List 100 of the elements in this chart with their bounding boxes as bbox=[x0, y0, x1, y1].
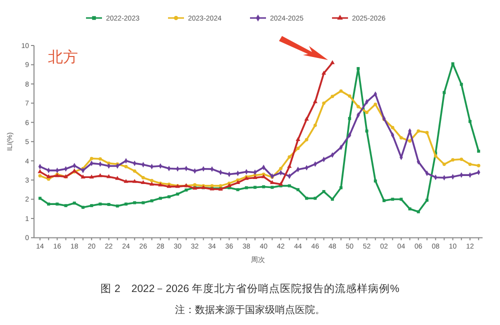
point bbox=[365, 130, 368, 133]
point bbox=[80, 174, 86, 178]
point bbox=[89, 174, 94, 178]
point bbox=[133, 201, 136, 204]
point bbox=[374, 180, 377, 182]
point bbox=[460, 158, 464, 161]
point bbox=[314, 124, 317, 127]
point bbox=[98, 173, 102, 178]
point bbox=[322, 70, 326, 75]
point bbox=[176, 192, 180, 196]
point bbox=[442, 91, 446, 94]
point bbox=[158, 196, 162, 200]
point bbox=[124, 202, 128, 206]
point bbox=[168, 195, 170, 198]
point bbox=[416, 210, 420, 214]
point bbox=[150, 182, 154, 186]
point bbox=[142, 201, 145, 204]
point bbox=[390, 126, 394, 130]
point bbox=[56, 202, 59, 206]
point bbox=[348, 94, 352, 98]
point bbox=[408, 207, 412, 210]
point bbox=[330, 94, 334, 98]
point bbox=[348, 117, 352, 120]
point bbox=[322, 101, 326, 105]
point bbox=[442, 162, 446, 166]
point bbox=[132, 178, 137, 183]
point bbox=[374, 102, 378, 106]
point bbox=[124, 178, 128, 183]
point bbox=[254, 186, 256, 189]
point bbox=[142, 176, 145, 180]
point bbox=[304, 138, 308, 142]
point bbox=[270, 180, 274, 184]
point bbox=[46, 174, 51, 178]
point bbox=[400, 198, 403, 201]
point bbox=[312, 99, 318, 104]
point bbox=[38, 169, 42, 174]
point bbox=[451, 158, 454, 162]
point bbox=[296, 137, 300, 141]
point bbox=[304, 116, 309, 121]
point bbox=[107, 202, 110, 206]
point bbox=[244, 186, 248, 190]
point bbox=[287, 164, 292, 168]
point bbox=[116, 204, 119, 208]
point bbox=[408, 139, 412, 143]
point bbox=[322, 190, 326, 194]
point bbox=[47, 202, 50, 206]
point bbox=[210, 184, 214, 188]
point bbox=[356, 104, 360, 108]
point bbox=[339, 89, 343, 93]
point bbox=[279, 166, 282, 170]
point bbox=[305, 196, 308, 200]
point bbox=[425, 130, 429, 134]
point bbox=[296, 146, 300, 150]
point bbox=[98, 157, 102, 161]
point bbox=[98, 202, 102, 206]
point bbox=[460, 82, 463, 86]
point bbox=[140, 180, 146, 184]
point bbox=[262, 185, 266, 188]
point bbox=[90, 204, 94, 208]
point bbox=[468, 162, 472, 166]
point bbox=[150, 178, 154, 182]
point bbox=[236, 188, 240, 192]
point bbox=[270, 186, 274, 189]
point bbox=[476, 164, 480, 168]
point bbox=[38, 196, 42, 200]
point bbox=[82, 206, 84, 209]
point bbox=[477, 150, 480, 153]
point bbox=[150, 199, 154, 202]
text: 图 2 2022－2026 年度北方省份哨点医院报告的流感样病例% bbox=[100, 282, 400, 295]
point bbox=[451, 62, 454, 66]
point bbox=[416, 129, 420, 133]
point bbox=[400, 136, 403, 140]
point bbox=[38, 174, 42, 178]
point bbox=[184, 188, 188, 192]
point bbox=[124, 164, 128, 168]
point bbox=[340, 186, 342, 190]
point bbox=[356, 67, 360, 70]
point bbox=[365, 110, 368, 114]
point bbox=[314, 196, 317, 200]
point bbox=[106, 174, 112, 178]
point bbox=[90, 156, 94, 160]
point bbox=[330, 198, 334, 201]
point bbox=[382, 199, 386, 202]
point bbox=[132, 169, 136, 173]
point bbox=[468, 120, 472, 123]
point bbox=[288, 155, 292, 159]
point bbox=[64, 204, 68, 208]
point bbox=[252, 175, 258, 180]
point bbox=[426, 198, 428, 202]
point bbox=[218, 184, 222, 188]
point bbox=[278, 182, 284, 186]
point bbox=[193, 183, 196, 187]
annotation: 北方 bbox=[48, 49, 78, 66]
point bbox=[330, 60, 335, 64]
point bbox=[288, 184, 291, 188]
point bbox=[261, 174, 266, 178]
point bbox=[391, 198, 394, 201]
point bbox=[296, 188, 300, 192]
text: 注：数据来源于国家级哨点医院。 bbox=[175, 304, 325, 316]
point bbox=[434, 154, 438, 158]
